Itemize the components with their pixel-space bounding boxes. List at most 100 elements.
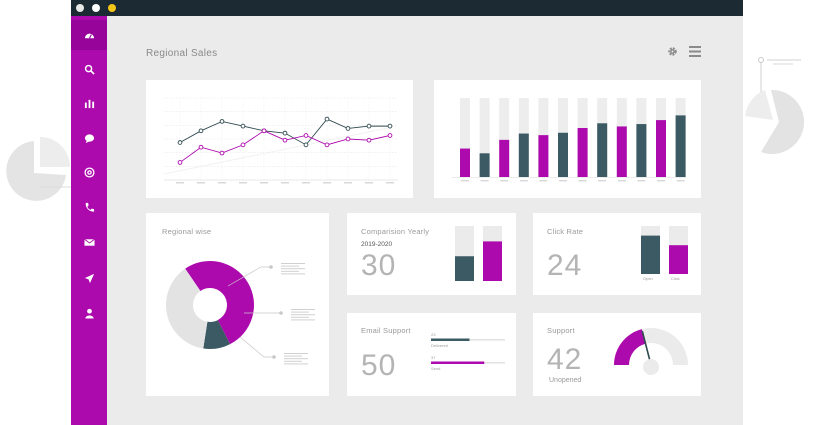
donut-leader-dot [279, 311, 283, 315]
donut-slice-1 [203, 320, 231, 349]
donut-legend-line [291, 311, 309, 313]
line-point [240, 123, 246, 129]
donut-legend-line [284, 363, 308, 365]
line-point [366, 137, 372, 143]
bar-background [460, 98, 470, 177]
comparison-bars [455, 226, 502, 281]
line-chart-x-tick [386, 182, 394, 184]
sidebar-item-mentions[interactable] [71, 157, 107, 187]
line-chart-x-tick [176, 182, 184, 184]
support-gauge [614, 328, 688, 375]
bar [460, 148, 470, 177]
sidebar-item-analytics[interactable] [71, 88, 107, 118]
email-progress-fill [431, 361, 485, 364]
sidebar-item-dashboard[interactable] [71, 20, 107, 50]
line-point [345, 126, 351, 131]
bar-x-tick [598, 180, 607, 182]
line-point [177, 160, 183, 165]
window-button-minimize[interactable] [92, 4, 100, 12]
app-window: Regional Sales Regional wise [71, 0, 743, 425]
line-chart-x-tick [302, 182, 310, 184]
donut-legend-line [291, 319, 315, 321]
window-button-close[interactable] [76, 4, 84, 12]
bar-x-tick [676, 180, 685, 182]
sidebar-item-calls[interactable] [71, 192, 107, 222]
dashboard-icon [84, 33, 94, 38]
donut-leader-line [239, 336, 274, 358]
delivered-label: Delivered [431, 343, 448, 348]
bar-x-tick [500, 180, 509, 182]
sidebar-item-send[interactable] [71, 263, 107, 293]
sidebar-item-profile[interactable] [71, 298, 107, 328]
send-label: Send [431, 366, 441, 371]
line-point [282, 130, 288, 136]
click-rate-title: Click Rate [547, 227, 584, 236]
gauge-hub [643, 359, 659, 375]
click-rate-bar [641, 235, 660, 274]
donut-legend-line [284, 358, 308, 360]
bar-chart [452, 98, 686, 182]
line-chart [163, 97, 398, 184]
line-point [324, 142, 330, 148]
support-title: Support [547, 326, 575, 335]
line-chart-x-tick [344, 182, 352, 184]
bar [675, 115, 686, 177]
line-point [198, 144, 204, 150]
bar-background [499, 98, 510, 177]
bar-x-tick [559, 180, 567, 182]
comparison-bar [483, 241, 502, 281]
bar-chart-icon [84, 99, 94, 108]
at-sign-icon [83, 166, 95, 178]
menu-icon[interactable] [689, 46, 701, 57]
click-rate-card: Click Rate 24 Open Click [533, 213, 701, 295]
click-rate-value: 24 [547, 249, 583, 282]
bar-x-tick [539, 180, 548, 182]
bar [558, 132, 568, 177]
comparison-period: 2019-2020 [361, 241, 393, 248]
line-point [345, 136, 351, 142]
support-value: 42 [547, 343, 583, 376]
comparison-value: 30 [361, 249, 397, 282]
mail-icon [83, 238, 95, 246]
click-rate-bar [669, 245, 688, 274]
bar [616, 126, 627, 177]
bar [656, 120, 666, 177]
donut-legend-line [281, 268, 305, 270]
main-content: Regional Sales Regional wise [107, 16, 743, 425]
bar [597, 123, 608, 177]
line-point [240, 142, 246, 148]
line-chart-x-tick [260, 182, 268, 184]
donut-legend-line [291, 314, 315, 316]
window-button-maximize[interactable] [108, 4, 116, 12]
donut-legend-line [281, 265, 299, 267]
page-title: Regional Sales [146, 48, 218, 59]
bar [499, 139, 510, 177]
line-chart-x-tick [197, 182, 205, 184]
sidebar-item-search[interactable] [71, 54, 107, 84]
support-label: Unopened [549, 377, 582, 384]
regional-donut-chart [166, 261, 315, 365]
line-chart-x-tick [218, 182, 226, 184]
gear-icon[interactable] [667, 46, 678, 57]
bar [479, 153, 490, 177]
regional-wise-card: Regional wise [146, 213, 329, 396]
title-bar [71, 0, 743, 16]
donut-legend-line [281, 270, 299, 272]
donut-legend-line [284, 360, 302, 362]
line-point [303, 142, 309, 148]
line-chart-x-tick [239, 182, 247, 184]
sidebar-item-mail[interactable] [71, 227, 107, 257]
comparison-yearly-card: Comparision Yearly 2019-2020 30 [347, 213, 516, 295]
email-progress-fill [431, 338, 470, 341]
line-point [177, 140, 183, 145]
sidebar-item-chat[interactable] [71, 123, 107, 153]
email-support-card: Email Support 50 23 Delivered 37 Send [347, 313, 516, 396]
click-rate-bars [641, 226, 688, 274]
line-point [198, 128, 204, 134]
decor-pie-left-icon [6, 137, 72, 201]
line-point [219, 150, 225, 156]
line-chart-trendline [163, 127, 389, 175]
bar-x-tick [480, 180, 489, 182]
line-chart-x-tick [323, 182, 331, 184]
